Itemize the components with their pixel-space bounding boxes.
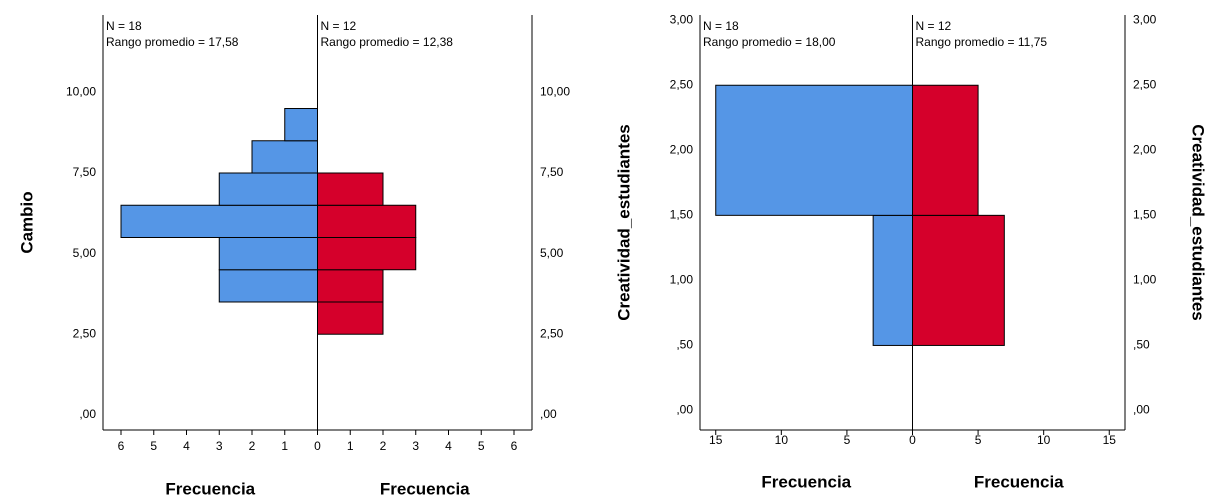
y2-tick-label: ,00 <box>1133 403 1150 417</box>
bar <box>872 214 913 346</box>
x-tick-label: 5 <box>844 433 851 447</box>
bar <box>715 84 913 216</box>
y-axis-label: Cambio <box>17 191 36 253</box>
x-tick-label: 2 <box>380 439 387 453</box>
y-tick-label: 7,50 <box>73 165 97 179</box>
bar <box>218 172 318 206</box>
bar <box>912 84 979 216</box>
y-tick-label: 1,00 <box>670 273 694 287</box>
x-axis-label: Frecuencia <box>974 472 1064 491</box>
annotation: Rango promedio = 11,75 <box>916 35 1048 49</box>
x-axis-label: Frecuencia <box>165 479 255 498</box>
x-tick-label: 15 <box>709 433 723 447</box>
annotation: Rango promedio = 18,00 <box>703 35 836 49</box>
bar <box>317 236 417 271</box>
y2-tick-label: 10,00 <box>540 85 570 99</box>
y-tick-label: ,50 <box>676 338 693 352</box>
x-tick-label: 5 <box>150 439 157 453</box>
y-tick-label: ,00 <box>676 403 693 417</box>
annotation: N = 12 <box>321 19 357 33</box>
x-tick-label: 5 <box>975 433 982 447</box>
bar <box>284 108 319 142</box>
annotation: Rango promedio = 17,58 <box>106 35 239 49</box>
y-tick-label: 5,00 <box>73 246 97 260</box>
x-tick-label: 4 <box>445 439 452 453</box>
x-tick-label: 6 <box>118 439 125 453</box>
annotation: N = 18 <box>106 19 142 33</box>
y-tick-label: 2,50 <box>73 326 97 340</box>
y2-tick-label: 3,00 <box>1133 12 1157 26</box>
x-axis-label: Frecuencia <box>761 472 851 491</box>
annotation: N = 18 <box>703 19 739 33</box>
bar <box>251 140 318 174</box>
y2-tick-label: 2,00 <box>1133 142 1157 156</box>
y-tick-label: 3,00 <box>670 12 694 26</box>
y2-tick-label: 1,00 <box>1133 273 1157 287</box>
y2-tick-label: 5,00 <box>540 246 564 260</box>
x-axis-label: Frecuencia <box>380 479 470 498</box>
x-tick-label: 5 <box>478 439 485 453</box>
x-tick-label: 0 <box>314 439 321 453</box>
y-tick-label: 2,50 <box>670 77 694 91</box>
y-axis-label: Creatividad_estudiantes <box>614 124 633 321</box>
y2-tick-label: 2,50 <box>540 326 564 340</box>
x-tick-label: 4 <box>183 439 190 453</box>
y2-tick-label: ,00 <box>540 407 557 421</box>
bar <box>218 236 318 271</box>
x-tick-label: 2 <box>249 439 256 453</box>
y2-tick-label: 2,50 <box>1133 77 1157 91</box>
y-tick-label: 2,00 <box>670 142 694 156</box>
bar <box>317 269 384 303</box>
bar <box>317 301 384 335</box>
x-tick-label: 3 <box>216 439 223 453</box>
y2-axis-label: Creatividad_estudiantes <box>1189 124 1208 321</box>
x-tick-label: 6 <box>511 439 518 453</box>
y2-tick-label: 7,50 <box>540 165 564 179</box>
bar <box>317 204 417 238</box>
bar <box>218 269 318 303</box>
y2-tick-label: ,50 <box>1133 338 1150 352</box>
y-tick-label: ,00 <box>79 407 96 421</box>
bar <box>912 214 1005 346</box>
y2-tick-label: 1,50 <box>1133 208 1157 222</box>
bar <box>317 172 384 206</box>
y-tick-label: 10,00 <box>66 85 96 99</box>
x-tick-label: 0 <box>909 433 916 447</box>
y-tick-label: 1,50 <box>670 208 694 222</box>
x-tick-label: 10 <box>775 433 789 447</box>
bar <box>120 204 319 238</box>
x-tick-label: 3 <box>412 439 419 453</box>
x-tick-label: 15 <box>1103 433 1117 447</box>
x-tick-label: 10 <box>1037 433 1051 447</box>
annotation: Rango promedio = 12,38 <box>321 35 454 49</box>
x-tick-label: 1 <box>281 439 288 453</box>
annotation: N = 12 <box>916 19 952 33</box>
x-tick-label: 1 <box>347 439 354 453</box>
